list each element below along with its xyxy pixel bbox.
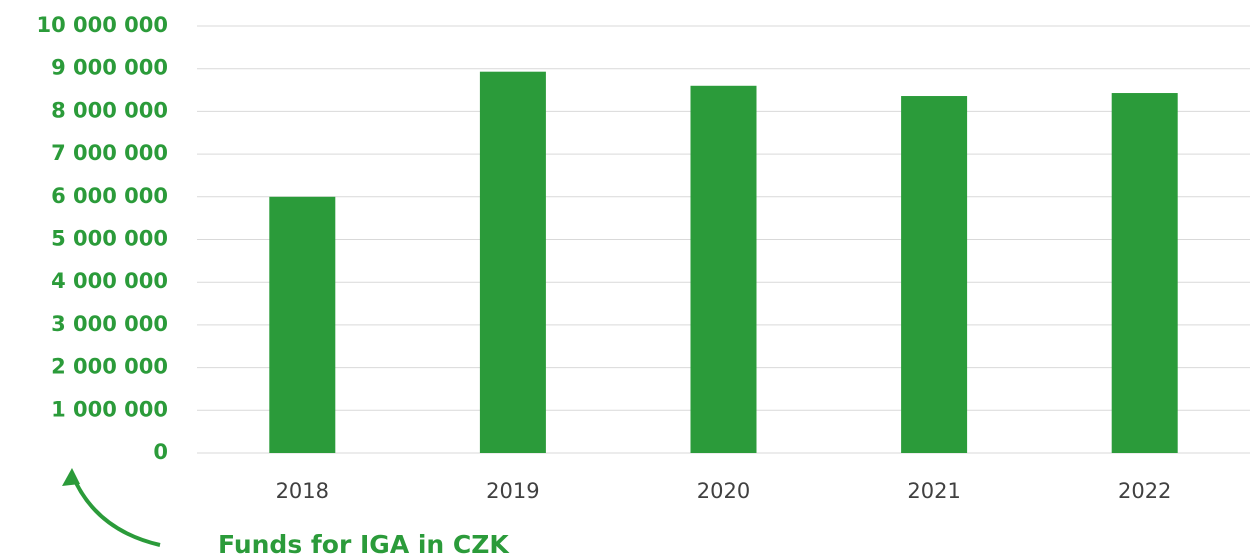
y-tick-label: 7 000 000 bbox=[51, 141, 168, 165]
bar bbox=[479, 71, 546, 454]
annotation-arrowhead bbox=[62, 468, 80, 486]
y-tick-label: 8 000 000 bbox=[51, 98, 168, 122]
y-tick-label: 2 000 000 bbox=[51, 355, 168, 379]
bar bbox=[690, 85, 757, 453]
y-tick-label: 6 000 000 bbox=[51, 184, 168, 208]
y-tick-label: 3 000 000 bbox=[51, 312, 168, 336]
y-tick-label: 9 000 000 bbox=[51, 56, 168, 80]
y-tick-label: 1 000 000 bbox=[51, 397, 168, 421]
x-tick-label: 2021 bbox=[907, 479, 960, 503]
x-tick-label: 2018 bbox=[276, 479, 329, 503]
bar bbox=[901, 96, 968, 453]
y-tick-label: 10 000 000 bbox=[36, 13, 168, 37]
bar bbox=[269, 196, 336, 454]
x-tick-label: 2020 bbox=[697, 479, 750, 503]
bar bbox=[1111, 93, 1178, 453]
annotation: Funds for IGA in CZK bbox=[218, 530, 510, 559]
annotation-arrow bbox=[70, 473, 161, 547]
y-tick-label: 5 000 000 bbox=[51, 227, 168, 251]
x-tick-label: 2022 bbox=[1118, 479, 1171, 503]
y-tick-label: 4 000 000 bbox=[51, 269, 168, 293]
y-tick-label: 0 bbox=[153, 440, 168, 464]
x-tick-label: 2019 bbox=[486, 479, 539, 503]
